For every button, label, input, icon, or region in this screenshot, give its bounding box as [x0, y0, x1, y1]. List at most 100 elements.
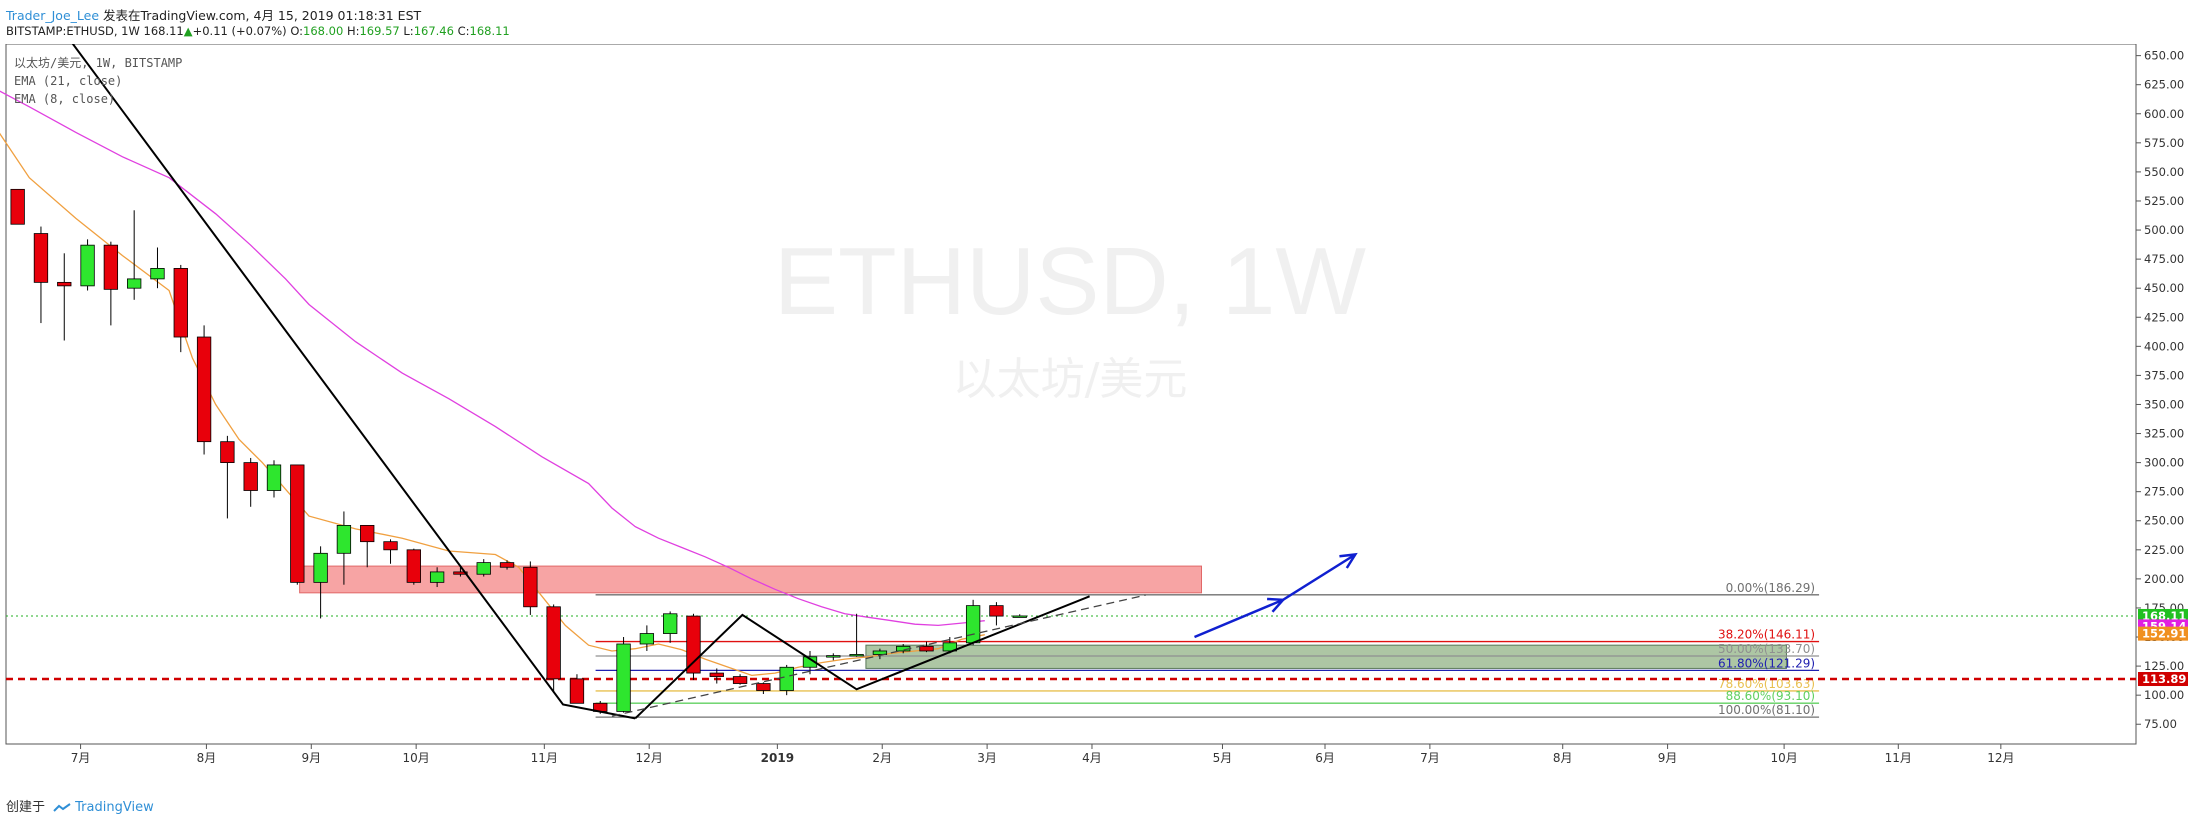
- candle-down: [103, 244, 119, 290]
- x-tick-label: 2月: [872, 751, 892, 765]
- y-tick-label: 250.00: [2144, 514, 2184, 528]
- footer: 创建于 TradingView: [6, 796, 154, 815]
- open-label: O:: [290, 24, 304, 38]
- header-title-row: Trader_Joe_Lee 发表在TradingView.com, 4月 15…: [6, 5, 421, 24]
- x-tick-label: 12月: [636, 751, 663, 765]
- y-tick-label: 475.00: [2144, 252, 2184, 266]
- candle-up: [127, 278, 142, 289]
- candle-up: [872, 650, 888, 655]
- candle-down: [220, 441, 235, 464]
- published-info: 发表在TradingView.com, 4月 15, 2019 01:18:31…: [103, 8, 422, 23]
- candle-up: [336, 524, 352, 554]
- zone-green: [865, 644, 1787, 669]
- x-tick-label: 9月: [301, 751, 321, 765]
- y-tick-label: 350.00: [2144, 397, 2184, 411]
- candle-up: [849, 654, 864, 657]
- ema8-line: [0, 132, 985, 677]
- y-tick-label: 125.00: [2144, 659, 2184, 673]
- low-value: 167.46: [413, 24, 454, 38]
- symbol-line: BITSTAMP:ETHUSD, 1W 168.11: [6, 24, 184, 38]
- y-tick-label: 325.00: [2144, 427, 2184, 441]
- candle-up: [616, 643, 631, 712]
- candle-down: [290, 464, 305, 583]
- price-chart[interactable]: ETHUSD, 1W 以太坊/美元 0.00%(186.29) 38.20%(146.…: [0, 44, 2199, 794]
- y-tick-label: 400.00: [2144, 339, 2184, 353]
- close-label: C:: [457, 24, 470, 38]
- y-tick-label: 600.00: [2144, 107, 2184, 121]
- candle-up: [942, 642, 957, 652]
- open-value: 168.00: [303, 24, 344, 38]
- y-tick-label: 450.00: [2144, 281, 2184, 295]
- downtrend-line: [71, 44, 636, 720]
- candle-down: [546, 606, 561, 680]
- x-tick-label: 8月: [1553, 751, 1573, 765]
- legend-ema8: EMA (8, close): [14, 92, 116, 106]
- y-tick-label: 500.00: [2144, 223, 2184, 237]
- y-tick-label: 575.00: [2144, 136, 2184, 150]
- candle-down: [569, 678, 585, 704]
- x-tick-label: 3月: [977, 751, 997, 765]
- legend-ema21: EMA (21, close): [14, 74, 123, 88]
- candle-down: [709, 672, 724, 677]
- x-tick-label: 12月: [1987, 751, 2014, 765]
- x-tick-label: 8月: [197, 751, 217, 765]
- candle-up: [429, 571, 445, 583]
- candle-up: [779, 666, 794, 691]
- candle-up: [476, 562, 491, 575]
- x-tick-label: 11月: [1885, 751, 1912, 765]
- candle-down: [453, 571, 468, 575]
- y-tick-label: 275.00: [2144, 485, 2184, 499]
- candle-up: [802, 656, 818, 668]
- x-tick-label: 5月: [1213, 751, 1233, 765]
- arrow-head: [1267, 597, 1286, 613]
- low-label: L:: [403, 24, 414, 38]
- y-tick-label: 525.00: [2144, 194, 2184, 208]
- y-tick-label: 225.00: [2144, 543, 2184, 557]
- candle-up: [1012, 615, 1027, 618]
- close-value: 168.11: [469, 24, 510, 38]
- x-tick-label: 4月: [1082, 751, 1102, 765]
- x-tick-label: 10月: [1770, 751, 1797, 765]
- x-tick-label: 11月: [531, 751, 558, 765]
- y-tick-label: 625.00: [2144, 78, 2184, 92]
- up-triangle-icon: ▲: [183, 24, 193, 38]
- dashed-channel-line: [611, 594, 1146, 717]
- candle-down: [33, 233, 49, 283]
- y-tick-label: 75.00: [2144, 717, 2177, 731]
- y-tick-label: 650.00: [2144, 49, 2184, 63]
- chart-legend: 以太坊/美元, 1W, BITSTAMP EMA (21, close) EMA…: [14, 54, 182, 108]
- x-tick-label: 7月: [71, 751, 91, 765]
- fib-level-label: 100.00%(81.10): [1718, 703, 1815, 717]
- fib-level-label: 38.20%(146.11): [1718, 628, 1815, 642]
- candle-down: [686, 615, 701, 674]
- ema21-line: [0, 90, 985, 627]
- candle-down: [360, 524, 375, 543]
- fib-level-label: 61.80%(121.29): [1718, 656, 1815, 670]
- candle-down: [756, 683, 771, 691]
- arrow-head: [1339, 552, 1358, 569]
- y-tick-label: 425.00: [2144, 310, 2184, 324]
- candle-up: [266, 464, 282, 491]
- candle-up: [965, 605, 981, 644]
- x-tick-label: 9月: [1658, 751, 1678, 765]
- projection-arrow: [1194, 553, 1356, 639]
- tradingview-logo-icon: [53, 802, 71, 812]
- fib-level-label: 78.60%(103.63): [1718, 677, 1815, 691]
- candle-down: [173, 268, 188, 338]
- y-tick-label: 550.00: [2144, 165, 2184, 179]
- candle-down: [989, 605, 1004, 617]
- price-tag-bg: [2138, 626, 2188, 641]
- legend-symbol: 以太坊/美元, 1W, BITSTAMP: [14, 56, 183, 70]
- y-tick-label: 200.00: [2144, 572, 2184, 586]
- x-tick-label: 10月: [403, 751, 430, 765]
- x-tick-label: 7月: [1420, 751, 1440, 765]
- fib-level-label: 50.00%(133.70): [1718, 642, 1815, 656]
- candle-down: [406, 549, 421, 583]
- tradingview-brand[interactable]: TradingView: [75, 800, 154, 815]
- candle-up: [80, 244, 95, 287]
- author-link[interactable]: Trader_Joe_Lee: [6, 8, 100, 23]
- candle-down: [732, 676, 748, 684]
- x-tick-label: 2019: [761, 751, 794, 765]
- fib-level-label: 0.00%(186.29): [1726, 581, 1815, 595]
- candle-down: [499, 562, 515, 568]
